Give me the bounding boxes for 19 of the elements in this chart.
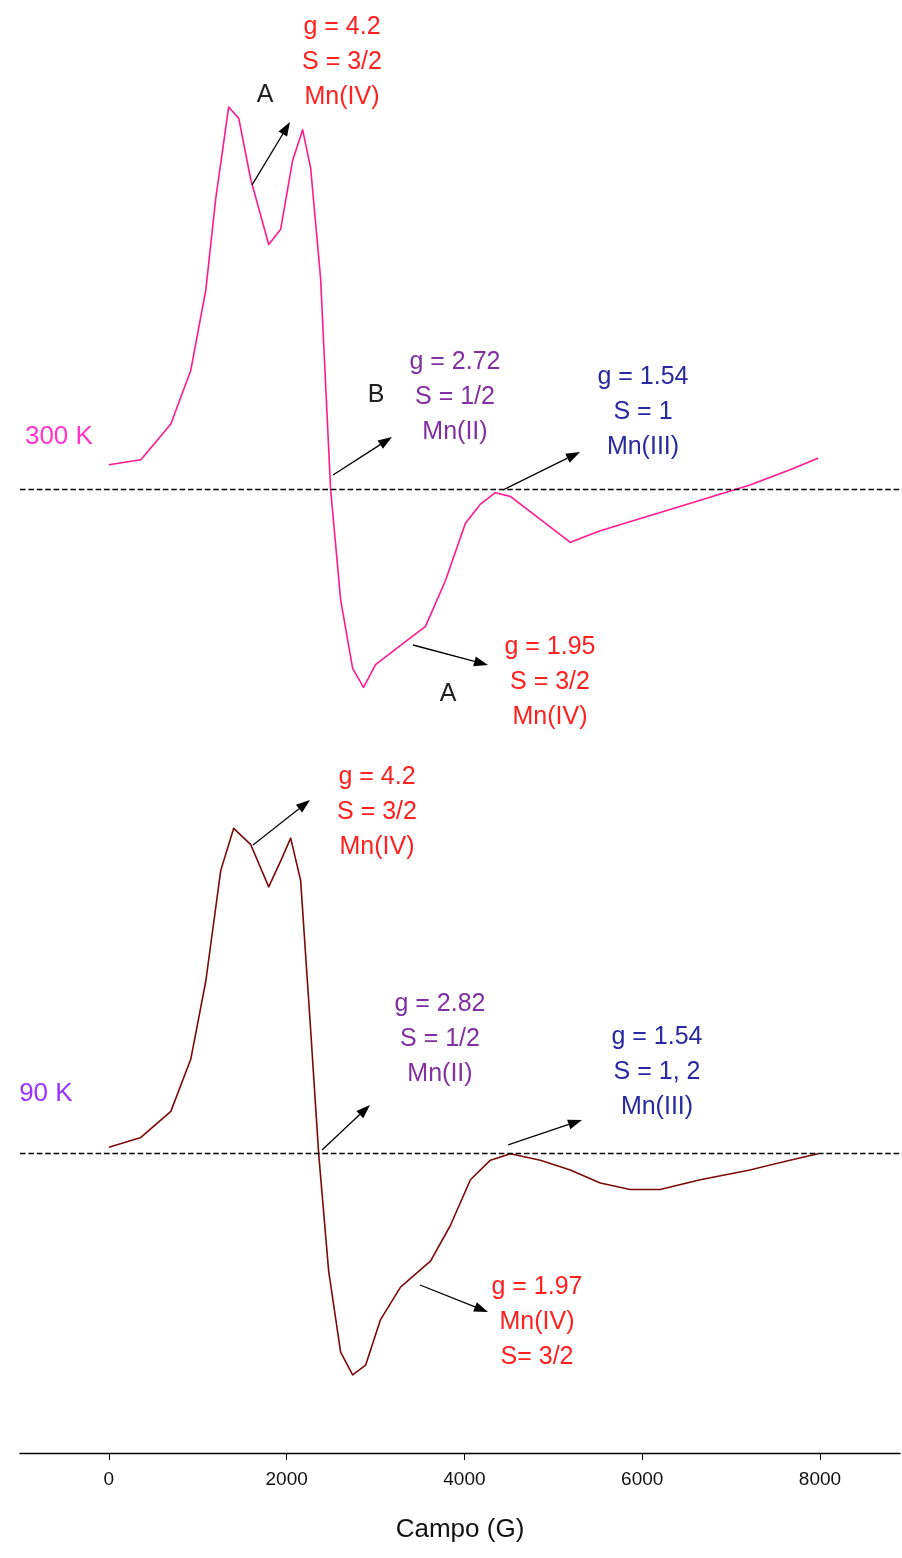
annotation: g = 2.82 S = 1/2 Mn(II): [394, 988, 486, 1086]
annotation: A: [439, 678, 457, 706]
x-axis-title: Campo (G): [395, 1513, 525, 1543]
x-tick-label: 6000: [621, 1468, 664, 1489]
annotation: g = 1.54 S = 1, 2 Mn(III): [611, 1021, 703, 1119]
annotation: B: [367, 379, 385, 407]
annotation: A: [256, 79, 274, 107]
x-tick-label: 8000: [798, 1468, 842, 1489]
annotation: g = 4.2 S = 3/2 Mn(IV): [302, 11, 382, 109]
x-tick-label: 4000: [443, 1468, 486, 1489]
x-tick-label: 0: [103, 1468, 115, 1489]
text: 90 K: [19, 1077, 74, 1108]
annotation: g = 1.54 S = 1 Mn(III): [597, 361, 689, 459]
annotation: g = 1.95 S = 3/2 Mn(IV): [504, 631, 596, 729]
x-tick-label: 2000: [265, 1468, 308, 1489]
annotation: g = 2.72 S = 1/2 Mn(II): [409, 346, 501, 444]
annotation: g = 1.97 Mn(IV) S= 3/2: [491, 1271, 583, 1369]
annotation: g = 4.2 S = 3/2 Mn(IV): [337, 761, 417, 859]
series-label: 300 K: [24, 419, 94, 450]
